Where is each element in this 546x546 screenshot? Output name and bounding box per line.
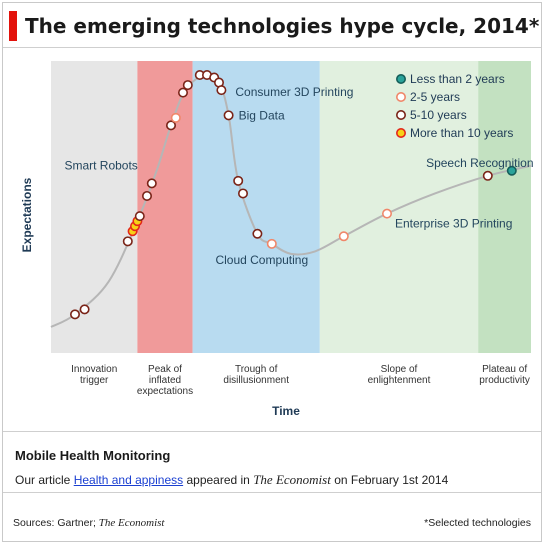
article-prefix: Our article: [15, 473, 71, 487]
article-middle: appeared in: [186, 473, 250, 487]
technology-point: [252, 228, 263, 239]
sources-label: Sources: Gartner;: [13, 517, 96, 529]
phase-label-trough-of-disillusionment: Trough of disillusionment: [223, 364, 289, 386]
phase-label-plateau-of-productivity: Plateau of productivity: [479, 364, 530, 386]
chart-footer: Sources: Gartner; The Economist *Selecte…: [3, 493, 541, 541]
phase-band-innovation-trigger: [51, 61, 138, 353]
legend-marker-more-than-10-years: [395, 128, 406, 139]
technology-point: [134, 211, 145, 222]
legend-marker-less-than-2-years: [395, 74, 406, 85]
x-axis-label: Time: [272, 404, 300, 418]
legend-label-more-than-10-years: More than 10 years: [410, 126, 513, 140]
phase-label-peak-of-inflated-expectations: Peak of inflated expectations: [137, 364, 193, 397]
title-accent-bar: [9, 11, 17, 41]
label-big-data: Big Data: [239, 108, 285, 122]
point-cloud-computing: [266, 238, 277, 249]
title-divider: [3, 47, 541, 48]
legend-marker-2-5-years: [395, 92, 406, 103]
footnote: *Selected technologies: [424, 517, 531, 529]
label-consumer-3d-printing: Consumer 3D Printing: [235, 85, 353, 99]
label-cloud-computing: Cloud Computing: [215, 253, 308, 267]
hype-cycle-chart: Innovation trigger Peak of inflated expectat…: [20, 61, 534, 418]
phase-band-plateau-of-productivity: [478, 61, 531, 353]
technology-point: [70, 309, 81, 320]
legend-marker-5-10-years: [395, 110, 406, 121]
article-suffix: on February 1st 2014: [334, 473, 449, 487]
technology-point: [178, 87, 189, 98]
article-publication: The Economist: [253, 472, 331, 487]
technology-point: [79, 304, 90, 315]
phase-band-peak-of-inflated-expectations: [137, 61, 193, 353]
technology-point: [170, 112, 181, 123]
sources-note: Sources: Gartner; The Economist: [13, 517, 165, 529]
article-line: Our article Health and appiness appeared…: [15, 472, 448, 488]
point-big-data: [223, 110, 234, 121]
technology-point: [122, 236, 133, 247]
technology-point: [233, 175, 244, 186]
technology-point: [142, 190, 153, 201]
chart-card: The emerging technologies hype cycle, 20…: [2, 2, 542, 542]
legend-label-2-5-years: 2-5 years: [410, 90, 460, 104]
technology-point: [166, 120, 177, 131]
label-speech-recognition: Speech Recognition: [426, 156, 533, 170]
technology-point: [238, 188, 249, 199]
point-smart-robots: [146, 178, 157, 189]
phase-label-slope-of-enlightenment: Slope of enlightenment: [368, 364, 431, 386]
technology-point: [482, 170, 493, 181]
phase-band-slope-of-enlightenment: [319, 61, 479, 353]
sources-publication: The Economist: [98, 517, 165, 529]
legend-label-less-than-2-years: Less than 2 years: [410, 72, 505, 86]
point-enterprise-3d-printing: [381, 208, 392, 219]
article-heading: Mobile Health Monitoring: [15, 448, 171, 463]
phase-band-trough-of-disillusionment: [192, 61, 320, 353]
legend-label-5-10-years: 5-10 years: [410, 108, 467, 122]
chart-title: The emerging technologies hype cycle, 20…: [25, 14, 540, 38]
point-consumer-3d-printing: [216, 85, 227, 96]
article-link[interactable]: Health and appiness: [73, 473, 184, 487]
technology-point: [338, 231, 349, 242]
y-axis-label: Expectations: [20, 177, 34, 252]
phase-label-innovation-trigger: Innovation trigger: [71, 364, 117, 386]
label-smart-robots: Smart Robots: [64, 158, 137, 172]
point-speech-recognition: [506, 165, 517, 176]
label-enterprise-3d-printing: Enterprise 3D Printing: [395, 217, 512, 231]
article-info-box: Mobile Health Monitoring Our article Hea…: [3, 431, 541, 493]
technology-point: [182, 80, 193, 91]
title-bar: The emerging technologies hype cycle, 20…: [3, 11, 541, 41]
